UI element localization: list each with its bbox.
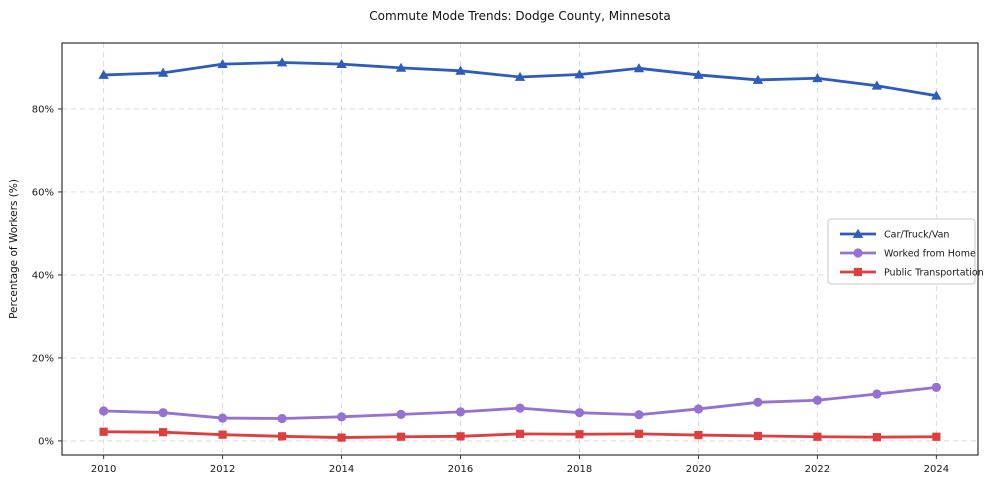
data-point-marker [574, 408, 585, 418]
data-point-marker [694, 430, 703, 440]
legend-item: Car/Truck/Van [840, 228, 949, 241]
y-tick-label: 0% [38, 436, 54, 447]
data-point-marker [872, 389, 882, 399]
x-tick-label: 2018 [567, 464, 592, 475]
data-point-marker [753, 397, 763, 407]
data-point-marker [456, 432, 465, 441]
data-point-marker [574, 69, 585, 79]
data-point-marker [931, 90, 942, 100]
series-line [102, 385, 938, 420]
data-point-marker [693, 69, 704, 79]
data-point-marker [931, 382, 941, 392]
data-point-marker [455, 65, 466, 75]
data-point-marker [812, 73, 823, 83]
chart-title: Commute Mode Trends: Dodge County, Minne… [369, 9, 671, 23]
legend-label: Worked from Home [884, 249, 976, 260]
x-tick-label: 2022 [805, 464, 830, 475]
x-tick-label: 2012 [210, 464, 235, 475]
data-point-marker [336, 58, 347, 69]
data-point-marker [395, 62, 407, 72]
x-tick-label: 2014 [329, 464, 354, 475]
data-point-marker [634, 410, 644, 420]
data-point-marker [932, 432, 941, 441]
data-point-marker [634, 429, 644, 438]
data-point-marker [396, 409, 406, 419]
x-tick-label: 2016 [448, 464, 473, 475]
legend-item: Worked from Home [840, 248, 976, 260]
data-point-marker [218, 430, 227, 439]
y-tick-label: 60% [32, 187, 54, 198]
data-point-marker [812, 395, 823, 405]
data-point-marker [98, 69, 109, 79]
legend-label: Car/Truck/Van [884, 230, 949, 241]
data-point-marker [514, 71, 526, 81]
data-point-marker [277, 432, 287, 441]
legend: Car/Truck/Van Worked from Home Public Tran… [827, 218, 984, 285]
data-point-marker [217, 413, 228, 423]
ticks [58, 108, 937, 459]
y-tick-label: 40% [32, 270, 54, 281]
axes-box [61, 42, 979, 456]
data-point-marker [337, 433, 346, 442]
data-point-marker [753, 431, 763, 441]
y-tick-label: 20% [32, 353, 54, 364]
data-point-marker [217, 58, 228, 69]
data-point-marker [752, 74, 764, 84]
x-tick-label: 2024 [924, 464, 949, 475]
data-point-marker [277, 413, 287, 424]
data-point-marker [99, 427, 108, 436]
series-car-truck-van [98, 57, 942, 100]
legend-marker [853, 248, 863, 258]
data-point-marker [515, 429, 525, 438]
x-tick-label: 2010 [91, 464, 116, 475]
data-point-marker [455, 407, 466, 417]
y-tick-label: 80% [32, 104, 54, 115]
data-point-marker [159, 428, 168, 437]
data-point-marker [515, 403, 525, 413]
data-point-marker [693, 404, 704, 414]
series-public-transportation [99, 427, 941, 442]
series-worked-from-home [99, 382, 941, 424]
data-point-marker [158, 408, 168, 418]
data-point-marker [157, 67, 169, 77]
data-point-marker [872, 433, 881, 442]
legend-marker [853, 267, 863, 277]
data-point-marker [396, 432, 406, 441]
data-point-marker [575, 430, 584, 439]
data-point-marker [276, 57, 288, 67]
legend-label: Public Transportation [884, 268, 984, 279]
legend-item: Public Transportation [840, 268, 984, 279]
data-point-marker [336, 412, 347, 422]
data-point-marker [633, 63, 645, 73]
data-point-marker [99, 406, 109, 416]
data-point-marker [813, 432, 822, 441]
legend-marker [852, 228, 864, 238]
x-tick-label: 2020 [686, 464, 711, 475]
data-point-marker [871, 80, 883, 90]
